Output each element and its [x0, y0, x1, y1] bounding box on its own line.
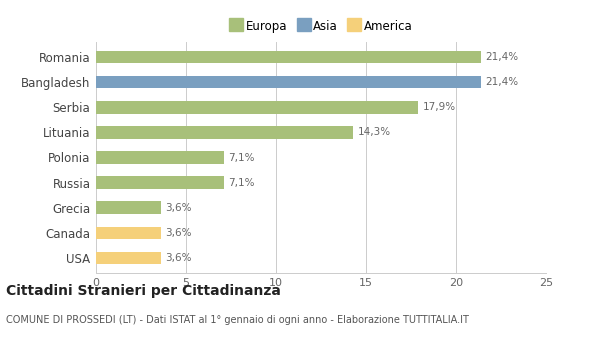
Bar [96, 202, 161, 214]
Bar [96, 176, 224, 189]
Bar [96, 252, 161, 264]
Bar [96, 226, 161, 239]
Bar [96, 101, 418, 113]
Text: 21,4%: 21,4% [486, 77, 519, 87]
Text: 21,4%: 21,4% [486, 52, 519, 62]
Bar [96, 76, 481, 89]
Text: 7,1%: 7,1% [228, 153, 255, 162]
Text: 17,9%: 17,9% [422, 102, 456, 112]
Text: Cittadini Stranieri per Cittadinanza: Cittadini Stranieri per Cittadinanza [6, 284, 281, 298]
Bar [96, 151, 224, 164]
Text: 3,6%: 3,6% [166, 228, 192, 238]
Text: 7,1%: 7,1% [228, 177, 255, 188]
Text: COMUNE DI PROSSEDI (LT) - Dati ISTAT al 1° gennaio di ogni anno - Elaborazione T: COMUNE DI PROSSEDI (LT) - Dati ISTAT al … [6, 315, 469, 325]
Text: 14,3%: 14,3% [358, 127, 391, 138]
Text: 3,6%: 3,6% [166, 253, 192, 263]
Legend: Europa, Asia, America: Europa, Asia, America [227, 18, 415, 36]
Bar [96, 126, 353, 139]
Bar [96, 51, 481, 63]
Text: 3,6%: 3,6% [166, 203, 192, 213]
